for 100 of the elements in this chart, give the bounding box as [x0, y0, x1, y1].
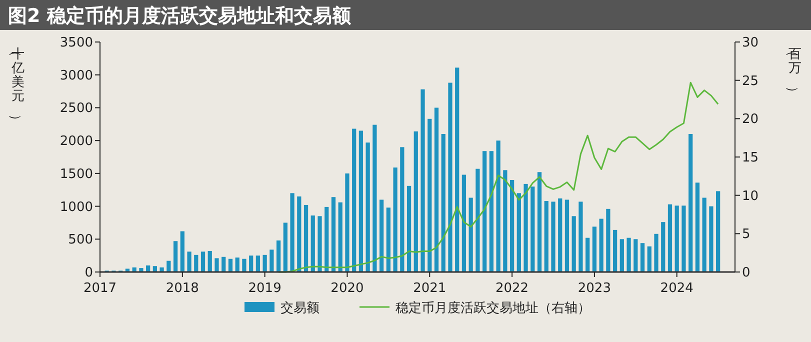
bar — [496, 140, 500, 272]
bar — [682, 206, 686, 272]
bar — [489, 151, 494, 272]
bar — [324, 206, 329, 272]
bar — [242, 258, 246, 272]
bar — [606, 208, 610, 272]
bar — [428, 118, 432, 272]
bar — [462, 174, 466, 272]
bar — [338, 202, 342, 272]
bar — [578, 202, 583, 272]
bar — [599, 218, 604, 272]
bar — [516, 193, 521, 272]
bar — [406, 186, 412, 272]
legend-label: 稳定币月度活跃交易地址（右轴） — [396, 300, 590, 316]
y-tick-label: 500 — [68, 232, 93, 248]
bar — [262, 254, 267, 272]
bar — [558, 198, 562, 272]
x-tick-label: 2020 — [330, 281, 364, 296]
bar — [530, 186, 535, 272]
bar — [524, 184, 528, 272]
bar — [537, 172, 542, 272]
bar — [695, 182, 700, 272]
y2-tick-label: 15 — [742, 150, 759, 166]
y-tick-label: 1000 — [60, 200, 93, 215]
bar — [297, 196, 302, 272]
y2-tick-label: 5 — [742, 227, 750, 242]
bar — [180, 231, 184, 272]
bar — [674, 206, 679, 272]
bar — [358, 130, 364, 272]
bar — [468, 198, 473, 272]
bar — [290, 193, 294, 272]
bar — [647, 246, 652, 272]
bar — [592, 226, 597, 272]
y2-tick-label: 25 — [742, 74, 759, 89]
bar — [482, 151, 487, 272]
bar — [668, 204, 672, 272]
bar — [476, 168, 480, 272]
bar — [222, 256, 226, 272]
bar — [139, 268, 144, 272]
bar — [640, 243, 645, 272]
y2-tick-label: 0 — [742, 266, 750, 280]
bar — [331, 197, 336, 272]
bar — [283, 222, 288, 272]
bar — [688, 134, 693, 272]
bar — [455, 68, 460, 272]
bar — [249, 256, 254, 272]
bar — [187, 252, 192, 272]
bar — [626, 238, 631, 272]
bar — [200, 252, 206, 272]
bar — [372, 124, 377, 272]
y-tick-label: 2500 — [60, 101, 93, 116]
bar — [654, 234, 658, 272]
x-tick-label: 2021 — [413, 281, 446, 296]
y2-tick-label: 20 — [742, 112, 759, 128]
y2-tick-label: 30 — [742, 36, 759, 50]
bar — [544, 201, 548, 272]
x-tick-label: 2019 — [248, 281, 282, 296]
bar — [716, 191, 720, 272]
bar — [634, 239, 638, 272]
bar — [380, 200, 384, 272]
y-tick-label: 2000 — [60, 134, 93, 150]
y-tick-label: 3500 — [60, 36, 93, 50]
y-tick-label: 1500 — [60, 166, 93, 182]
bar — [434, 108, 439, 272]
bar — [208, 250, 212, 272]
bar — [214, 258, 219, 272]
bar — [235, 258, 240, 272]
bar — [366, 142, 370, 272]
title-band: 图2 稳定币的月度活跃交易地址和交易额 — [0, 0, 811, 30]
bar — [420, 89, 425, 272]
bar — [400, 147, 404, 272]
bar — [586, 238, 590, 272]
x-tick-label: 2022 — [495, 281, 529, 296]
bar — [345, 173, 350, 272]
bar — [709, 206, 714, 272]
bar — [352, 128, 356, 272]
bar — [166, 260, 171, 272]
bar — [270, 250, 274, 272]
bar — [173, 241, 178, 272]
bar — [304, 204, 308, 272]
chart-title: 图2 稳定币的月度活跃交易地址和交易额 — [8, 5, 352, 27]
bar — [448, 82, 452, 272]
bar — [152, 266, 157, 272]
bar — [612, 230, 618, 272]
bar — [620, 239, 624, 272]
bar — [386, 208, 390, 272]
bar — [510, 180, 514, 272]
bar — [160, 267, 164, 272]
y-tick-label: 3000 — [60, 68, 93, 84]
bar — [228, 258, 233, 272]
bar — [702, 198, 706, 272]
bar — [564, 200, 570, 272]
bar — [318, 216, 322, 272]
bar — [551, 202, 556, 272]
legend-label: 交易额 — [280, 300, 320, 316]
y2-tick-label: 10 — [742, 188, 759, 204]
x-tick-label: 2017 — [83, 281, 117, 296]
bar — [661, 222, 666, 272]
bar — [310, 215, 315, 272]
bar — [441, 134, 446, 272]
